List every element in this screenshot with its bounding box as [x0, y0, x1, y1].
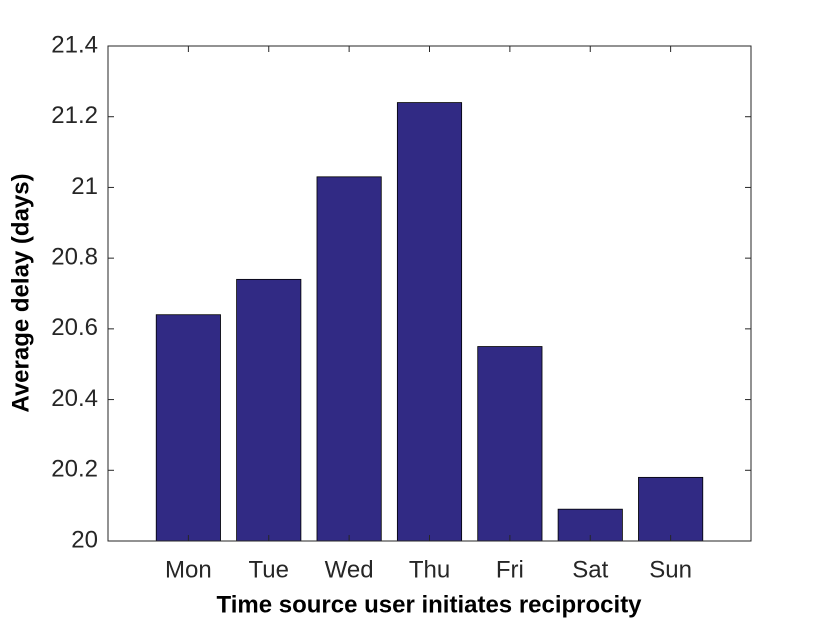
bar [316, 176, 382, 542]
axes-box [107, 45, 752, 542]
y-tick-label: 20.2 [51, 456, 98, 483]
y-tick-label: 21.4 [51, 31, 98, 58]
x-tick-label: Sun [649, 556, 692, 583]
x-tick-label: Fri [496, 556, 524, 583]
y-tick-label: 20.8 [51, 243, 98, 270]
y-tick-label: 20.4 [51, 385, 98, 412]
bar [396, 102, 463, 542]
bar [236, 278, 302, 542]
x-tick-label: Tue [249, 556, 289, 583]
bar [155, 314, 221, 542]
x-tick-label: Mon [165, 556, 212, 583]
y-axis-label: Average delay (days) [7, 173, 34, 412]
x-tick-label: Wed [325, 556, 374, 583]
bar [638, 476, 704, 542]
x-tick-label: Thu [409, 556, 450, 583]
y-tick-label: 20.6 [51, 314, 98, 341]
y-tick-label: 21.2 [51, 102, 98, 129]
y-tick-label: 21 [71, 173, 98, 200]
y-tick-label: 20 [71, 526, 98, 553]
x-axis-label: Time source user initiates reciprocity [216, 591, 642, 618]
bar [477, 346, 543, 542]
x-tick-label: Sat [572, 556, 608, 583]
